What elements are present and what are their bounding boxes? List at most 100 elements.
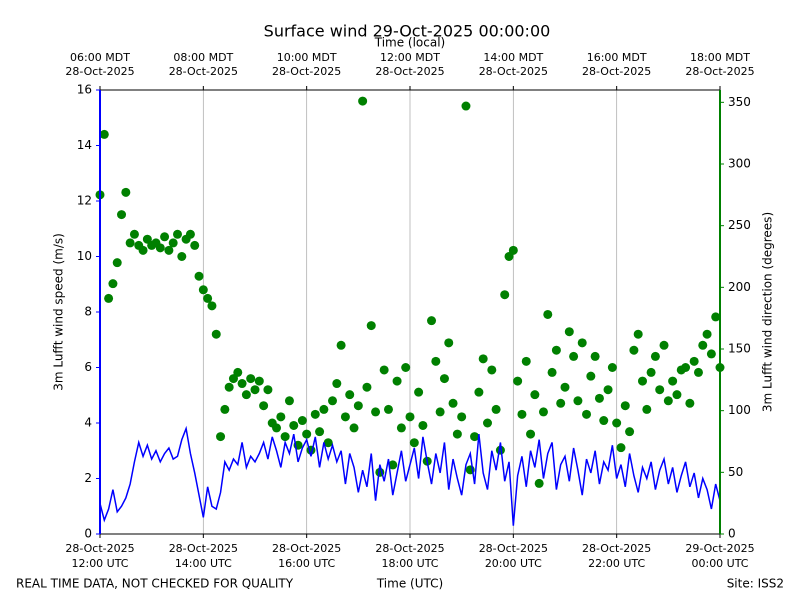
direction-point bbox=[224, 382, 234, 392]
direction-point bbox=[659, 340, 669, 350]
direction-point bbox=[121, 187, 131, 197]
direction-point bbox=[569, 351, 579, 361]
y-tick-label: 6 bbox=[84, 360, 92, 374]
y-tick-label: 12 bbox=[77, 194, 92, 208]
direction-point bbox=[698, 340, 708, 350]
x-tick-label: 22:00 UTC bbox=[588, 557, 645, 570]
y-tick-label: 0 bbox=[84, 527, 92, 541]
top-x-tick-label: 28-Oct-2025 bbox=[375, 65, 444, 78]
direction-point bbox=[526, 429, 536, 439]
direction-point bbox=[599, 416, 609, 426]
direction-point bbox=[366, 321, 376, 331]
direction-point bbox=[638, 376, 647, 386]
x-tick-label: 28-Oct-2025 bbox=[272, 542, 341, 555]
direction-point bbox=[211, 329, 221, 339]
direction-point bbox=[310, 409, 320, 419]
direction-point bbox=[655, 385, 665, 395]
direction-point bbox=[129, 229, 139, 239]
direction-point bbox=[138, 245, 148, 255]
direction-point bbox=[491, 404, 501, 414]
x-tick-label: 29-Oct-2025 bbox=[685, 542, 754, 555]
y2-tick-label: 200 bbox=[728, 280, 751, 294]
direction-point bbox=[319, 404, 329, 414]
chart-title: Surface wind 29-Oct-2025 00:00:00 bbox=[264, 22, 551, 41]
direction-point bbox=[681, 363, 691, 372]
direction-point bbox=[612, 418, 622, 428]
direction-point bbox=[280, 432, 290, 442]
direction-point bbox=[254, 376, 264, 386]
y-tick-label: 14 bbox=[77, 138, 92, 152]
direction-point bbox=[448, 398, 458, 408]
direction-point bbox=[418, 420, 428, 430]
direction-point bbox=[646, 367, 656, 377]
direction-point bbox=[452, 429, 462, 439]
x-tick-label: 16:00 UTC bbox=[278, 557, 335, 570]
direction-point bbox=[216, 432, 226, 442]
x-tick-label: 28-Oct-2025 bbox=[582, 542, 651, 555]
direction-point bbox=[439, 374, 449, 384]
direction-point bbox=[672, 390, 682, 400]
direction-point bbox=[508, 245, 518, 255]
top-x-tick-label: 12:00 MDT bbox=[380, 51, 440, 64]
top-x-tick-label: 28-Oct-2025 bbox=[272, 65, 341, 78]
x-tick-label: 00:00 UTC bbox=[691, 557, 748, 570]
direction-point bbox=[711, 312, 721, 322]
direction-point bbox=[383, 404, 393, 414]
direction-point bbox=[220, 404, 230, 414]
direction-point bbox=[693, 367, 703, 377]
direction-point bbox=[246, 374, 256, 384]
y2-tick-label: 100 bbox=[728, 403, 751, 417]
direction-point bbox=[276, 412, 286, 422]
direction-point bbox=[483, 418, 492, 428]
direction-point bbox=[543, 309, 553, 319]
direction-point bbox=[702, 329, 712, 339]
y2-axis-label: 3m Lufft wind direction (degrees) bbox=[761, 212, 775, 412]
direction-point bbox=[513, 376, 523, 386]
direction-point bbox=[302, 429, 312, 439]
direction-point bbox=[272, 423, 282, 433]
y2-tick-label: 350 bbox=[728, 95, 751, 109]
direction-point bbox=[642, 404, 652, 414]
direction-point bbox=[207, 301, 217, 311]
direction-point bbox=[233, 367, 243, 377]
direction-point bbox=[431, 356, 441, 366]
footer-note: REAL TIME DATA, NOT CHECKED FOR QUALITY bbox=[16, 577, 294, 591]
y-tick-label: 2 bbox=[84, 471, 92, 485]
direction-point bbox=[112, 258, 122, 268]
direction-point bbox=[668, 376, 678, 386]
direction-point bbox=[427, 316, 437, 326]
direction-point bbox=[586, 371, 596, 381]
y-tick-label: 16 bbox=[77, 83, 92, 97]
direction-point bbox=[392, 376, 402, 386]
x-tick-label: 18:00 UTC bbox=[381, 557, 438, 570]
top-x-tick-label: 28-Oct-2025 bbox=[169, 65, 238, 78]
x-tick-label: 12:00 UTC bbox=[71, 557, 128, 570]
direction-point bbox=[289, 420, 299, 430]
x-tick-label: 28-Oct-2025 bbox=[375, 542, 444, 555]
direction-point bbox=[487, 365, 497, 375]
direction-point bbox=[625, 427, 635, 437]
speed-line bbox=[99, 425, 721, 526]
direction-point bbox=[573, 396, 583, 406]
x-axis-label: Time (UTC) bbox=[376, 577, 443, 591]
direction-point bbox=[414, 387, 424, 397]
direction-point bbox=[689, 356, 699, 366]
direction-point bbox=[534, 478, 544, 488]
direction-point bbox=[435, 407, 445, 417]
direction-point bbox=[297, 416, 307, 426]
direction-point bbox=[396, 423, 406, 433]
direction-point bbox=[349, 423, 359, 433]
direction-point bbox=[177, 252, 187, 261]
x-tick-label: 20:00 UTC bbox=[485, 557, 542, 570]
direction-point bbox=[336, 340, 346, 350]
top-x-tick-label: 16:00 MDT bbox=[587, 51, 647, 64]
direction-point bbox=[521, 356, 531, 366]
direction-point bbox=[594, 393, 604, 403]
direction-point bbox=[629, 345, 639, 355]
top-x-tick-label: 18:00 MDT bbox=[690, 51, 750, 64]
direction-point bbox=[547, 367, 557, 377]
direction-point bbox=[461, 101, 471, 111]
direction-point bbox=[401, 363, 411, 372]
